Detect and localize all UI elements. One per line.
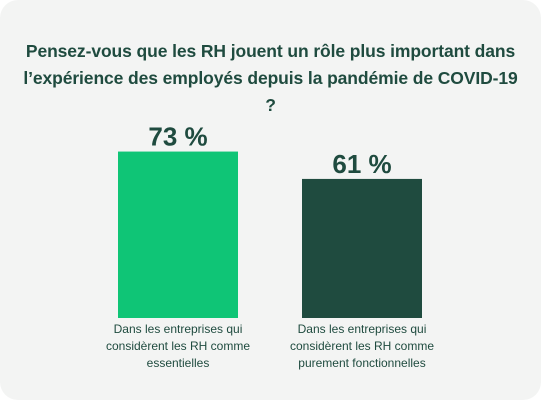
category-label-2: Dans les entreprises qui considèrent les … — [290, 322, 434, 370]
category-label-line: essentielles — [147, 356, 210, 370]
value-label-1: 73 % — [148, 122, 207, 152]
category-label-1: Dans les entreprises qui considèrent les … — [106, 322, 250, 370]
chart-title: Pensez-vous que les RH jouent un rôle pl… — [23, 41, 518, 115]
category-label-line: Dans les entreprises qui — [114, 322, 243, 336]
bar-1 — [118, 151, 238, 318]
bar-2 — [302, 178, 422, 318]
value-label-2: 61 % — [332, 149, 391, 179]
category-label-line: considèrent les RH comme — [290, 339, 434, 353]
category-label-line: Dans les entreprises qui — [298, 322, 427, 336]
category-label-line: considèrent les RH comme — [106, 339, 250, 353]
category-label-line: purement fonctionnelles — [298, 356, 425, 370]
